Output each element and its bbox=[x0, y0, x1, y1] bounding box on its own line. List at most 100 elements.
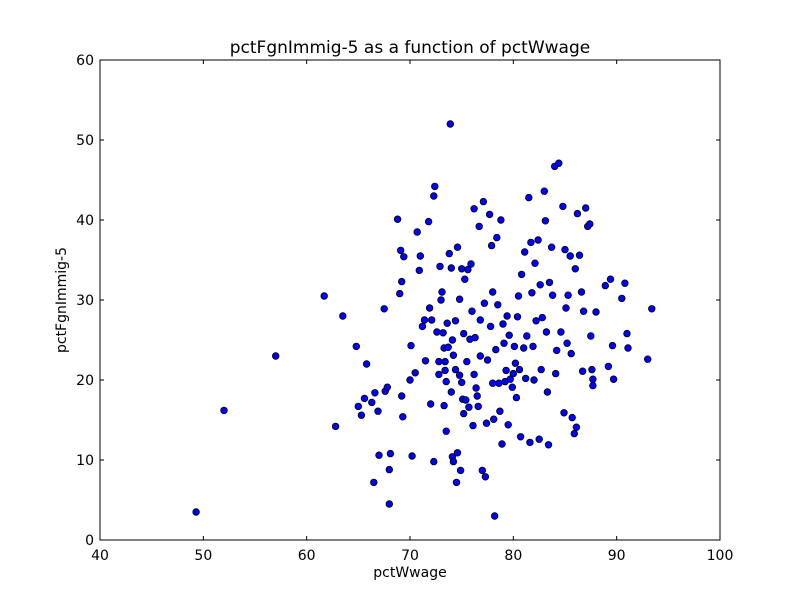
data-point bbox=[485, 210, 494, 219]
data-point bbox=[529, 342, 537, 351]
data-point bbox=[498, 440, 506, 448]
data-point bbox=[509, 369, 517, 378]
data-point bbox=[538, 313, 546, 322]
y-tick-label: 40 bbox=[76, 213, 94, 229]
data-point bbox=[440, 401, 448, 410]
data-point bbox=[331, 422, 340, 431]
data-point bbox=[489, 288, 497, 296]
data-point bbox=[352, 342, 360, 351]
data-point bbox=[471, 333, 479, 342]
data-point bbox=[514, 292, 523, 300]
data-point bbox=[458, 265, 466, 273]
data-point bbox=[511, 359, 520, 367]
data-point bbox=[577, 288, 586, 296]
data-point bbox=[371, 389, 379, 397]
data-point bbox=[475, 222, 483, 231]
data-point bbox=[360, 394, 369, 403]
data-point bbox=[413, 228, 421, 236]
data-point bbox=[396, 289, 404, 298]
data-point bbox=[445, 249, 453, 258]
data-point bbox=[479, 197, 488, 206]
data-point bbox=[370, 478, 378, 487]
data-point bbox=[562, 304, 570, 312]
data-point bbox=[493, 233, 501, 242]
y-tick-label: 50 bbox=[76, 133, 94, 149]
data-point bbox=[431, 182, 439, 191]
y-tick-label: 10 bbox=[76, 453, 94, 469]
data-point bbox=[362, 360, 371, 368]
data-point bbox=[427, 400, 435, 408]
data-point bbox=[513, 313, 522, 321]
data-point bbox=[491, 512, 499, 520]
data-point bbox=[508, 383, 516, 391]
data-point bbox=[399, 413, 407, 421]
data-point bbox=[578, 367, 587, 375]
data-point bbox=[487, 241, 496, 250]
data-point bbox=[451, 317, 460, 325]
data-point bbox=[492, 345, 500, 354]
data-point bbox=[463, 357, 471, 366]
data-point bbox=[536, 281, 544, 289]
data-point bbox=[582, 204, 590, 212]
data-point bbox=[425, 304, 434, 312]
data-point bbox=[451, 365, 460, 374]
data-point bbox=[504, 421, 512, 429]
data-point bbox=[571, 265, 579, 273]
data-point bbox=[506, 375, 514, 383]
data-point bbox=[573, 209, 582, 218]
ticks-layer: 40 50 60 70 80 90 100 0 10 20 30 40 50 60 bbox=[76, 53, 733, 564]
data-point bbox=[496, 407, 504, 415]
data-point bbox=[368, 398, 376, 407]
data-point bbox=[478, 466, 486, 475]
data-point bbox=[428, 316, 436, 324]
x-tick-label: 50 bbox=[194, 548, 212, 564]
data-point bbox=[482, 419, 491, 427]
data-point bbox=[497, 216, 505, 224]
data-point bbox=[383, 383, 391, 391]
data-point bbox=[540, 187, 548, 195]
data-point bbox=[523, 332, 531, 340]
data-point bbox=[528, 289, 536, 297]
data-point bbox=[561, 245, 569, 254]
data-point bbox=[494, 301, 502, 309]
data-point bbox=[499, 320, 507, 328]
data-point bbox=[520, 344, 528, 352]
data-point bbox=[465, 403, 473, 411]
data-point bbox=[517, 270, 526, 279]
data-point bbox=[453, 243, 462, 251]
data-point bbox=[644, 355, 652, 363]
data-point bbox=[408, 452, 416, 460]
x-tick-label: 40 bbox=[91, 548, 109, 564]
data-point bbox=[470, 370, 478, 379]
data-point bbox=[552, 369, 560, 378]
data-point bbox=[530, 376, 538, 384]
data-point bbox=[560, 409, 568, 417]
data-point bbox=[566, 252, 574, 260]
data-point bbox=[430, 192, 438, 200]
data-point bbox=[272, 352, 280, 360]
data-point bbox=[357, 411, 366, 419]
data-point bbox=[618, 294, 626, 303]
data-point bbox=[400, 253, 408, 261]
data-point bbox=[544, 441, 553, 449]
data-point bbox=[441, 366, 449, 375]
data-point bbox=[601, 281, 609, 290]
data-point bbox=[522, 374, 530, 383]
data-point bbox=[374, 407, 382, 415]
data-point bbox=[470, 205, 478, 213]
x-tick-label: 80 bbox=[504, 548, 522, 564]
data-point bbox=[542, 328, 551, 336]
data-point bbox=[557, 328, 565, 336]
data-point bbox=[354, 402, 362, 411]
data-point bbox=[452, 478, 461, 487]
data-point bbox=[516, 433, 525, 441]
data-point bbox=[458, 378, 466, 387]
y-tick-label: 0 bbox=[85, 533, 94, 549]
data-point bbox=[505, 331, 513, 339]
data-point bbox=[449, 351, 458, 359]
data-point bbox=[385, 465, 393, 474]
data-point bbox=[535, 435, 543, 443]
data-point bbox=[555, 159, 563, 167]
data-point bbox=[455, 295, 464, 303]
data-point bbox=[442, 427, 450, 435]
